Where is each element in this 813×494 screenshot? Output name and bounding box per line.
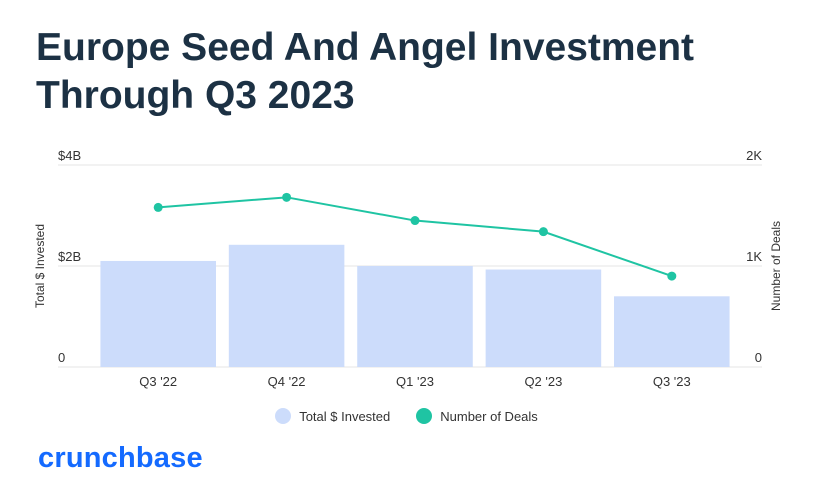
y-left-tick-label: $4B <box>58 148 81 163</box>
line-series <box>153 192 677 281</box>
bar <box>100 260 216 367</box>
y-right-tick-label: 1K <box>746 249 762 264</box>
legend-item-invested: Total $ Invested <box>275 408 390 424</box>
chart-area: 0 0 $2B 1K $4B 2K Q3 '22 Q4 '22 Q1 '23 Q2 '23 Q3 '… <box>33 148 783 389</box>
deals-point <box>538 227 548 237</box>
x-tick-label: Q3 '23 <box>653 374 691 389</box>
axis-ticks: 0 0 $2B 1K $4B 2K Q3 '22 Q4 '22 Q1 '23 Q2 '23 Q3 '… <box>58 148 762 389</box>
bar <box>485 269 602 367</box>
y-axis-right-label: Number of Deals <box>769 221 783 311</box>
x-tick-label: Q2 '23 <box>524 374 562 389</box>
deals-point <box>667 271 677 281</box>
legend-item-deals: Number of Deals <box>416 408 538 424</box>
deals-point <box>410 216 420 226</box>
bar <box>228 244 345 367</box>
x-tick-label: Q1 '23 <box>396 374 434 389</box>
y-right-tick-label: 2K <box>746 148 762 163</box>
y-axis-left-label: Total $ Invested <box>33 224 47 308</box>
chart-title: Europe Seed And Angel Investment Through… <box>36 26 695 117</box>
crunchbase-logo[interactable]: crunchbase <box>38 442 203 474</box>
legend-label-invested: Total $ Invested <box>299 408 391 424</box>
x-tick-label: Q3 '22 <box>139 374 177 389</box>
deals-point <box>282 192 292 202</box>
legend-label-deals: Number of Deals <box>440 408 538 424</box>
x-tick-label: Q4 '22 <box>268 374 306 389</box>
y-left-tick-label: $2B <box>58 249 81 264</box>
bar <box>357 266 473 367</box>
legend: Total $ Invested Number of Deals <box>0 408 813 424</box>
deals-point <box>153 202 163 212</box>
legend-swatch-invested <box>275 408 292 424</box>
bar <box>614 296 730 367</box>
y-left-tick-label: 0 <box>58 350 65 365</box>
y-right-tick-label: 0 <box>755 350 762 365</box>
bar-series <box>100 244 730 367</box>
legend-swatch-deals <box>416 408 433 424</box>
